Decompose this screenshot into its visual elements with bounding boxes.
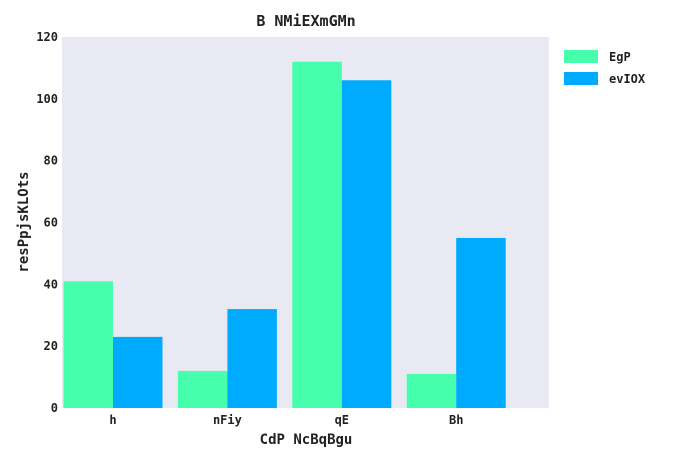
bar-EgP-Bh [406, 373, 457, 408]
x-tick-label: nFiy [213, 413, 242, 427]
chart-title: B NMiEXmGMn [256, 12, 355, 30]
x-tick-label: Bh [449, 413, 463, 427]
legend-label-EgP: EgP [609, 50, 631, 64]
x-tick-label: h [109, 413, 116, 427]
y-tick-label: 20 [44, 339, 58, 353]
bar-EgP-qE [292, 61, 342, 408]
y-tick-labels: 0 20 40 60 80 100 120 [36, 30, 58, 415]
y-tick-label: 40 [44, 277, 58, 291]
bars-group [63, 61, 506, 408]
bar-evIOX-qE [341, 80, 392, 408]
y-axis-title: resPpjsKLOts [16, 171, 32, 272]
y-tick-label: 0 [51, 401, 58, 415]
y-tick-label: 60 [44, 216, 58, 230]
bar-evIOX-h [113, 336, 163, 408]
y-tick-label: 120 [36, 30, 58, 44]
bar-evIOX-Bh [456, 237, 506, 408]
y-tick-label: 100 [36, 92, 58, 106]
x-tick-labels: h nFiy qE Bh [109, 413, 463, 427]
y-tick-label: 80 [44, 154, 58, 168]
bar-EgP-h [63, 281, 113, 408]
x-tick-label: qE [335, 413, 349, 427]
legend-label-evIOX: evIOX [609, 72, 646, 86]
bar-evIOX-nFiy [227, 309, 277, 408]
x-axis-title: CdP NcBqBgu [260, 432, 353, 448]
legend-swatch-evIOX [564, 72, 598, 85]
legend: EgP evIOX [564, 50, 646, 86]
legend-swatch-EgP [564, 50, 598, 63]
bar-EgP-nFiy [177, 370, 228, 408]
